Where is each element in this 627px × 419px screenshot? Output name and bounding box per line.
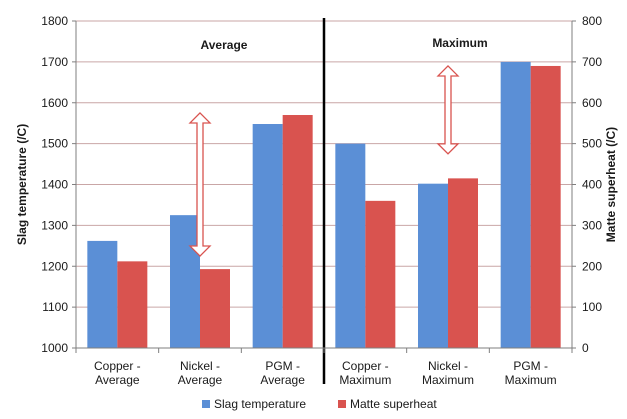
y-tick-label-right: 600 bbox=[582, 96, 602, 110]
y-tick-label-left: 1700 bbox=[41, 55, 68, 69]
bar-slag-temperature bbox=[87, 240, 118, 348]
y-tick-label-left: 1100 bbox=[42, 300, 68, 314]
bar-matte-superheat bbox=[448, 178, 478, 348]
bar-slag-temperature bbox=[252, 124, 283, 348]
bars bbox=[87, 61, 561, 349]
category-label: Maximum bbox=[339, 373, 391, 387]
bar-slag-temperature bbox=[335, 143, 366, 348]
y-tick-label-left: 1000 bbox=[41, 341, 68, 355]
y-tick-label-right: 400 bbox=[582, 178, 602, 192]
category-label: Nickel - bbox=[428, 359, 468, 373]
y-tick-label-right: 800 bbox=[582, 14, 602, 28]
category-label: Maximum bbox=[422, 373, 474, 387]
category-label: Nickel - bbox=[180, 359, 220, 373]
bar-matte-superheat bbox=[117, 261, 148, 348]
category-label: Average bbox=[260, 373, 305, 387]
legend: Slag temperature Matte superheat bbox=[202, 397, 437, 411]
panel-title-average: Average bbox=[201, 38, 248, 52]
bar-matte-superheat bbox=[365, 200, 396, 348]
y-axis-title-right: Matte superheat (/C) bbox=[604, 127, 618, 242]
double-arrow-1 bbox=[188, 112, 212, 257]
y-tick-label-left: 1600 bbox=[41, 96, 68, 110]
category-label: PGM - bbox=[265, 359, 300, 373]
y-tick-label-right: 0 bbox=[582, 341, 589, 355]
legend-swatch bbox=[338, 400, 346, 408]
bar-matte-superheat bbox=[282, 115, 313, 348]
y-tick-label-left: 1800 bbox=[41, 14, 68, 28]
y-axis-title-left: Slag temperature (/C) bbox=[15, 124, 29, 245]
annotation-arrows bbox=[188, 65, 460, 257]
bar-slag-temperature bbox=[500, 61, 531, 348]
y-tick-label-right: 200 bbox=[582, 259, 602, 273]
bar-slag-temperature bbox=[170, 215, 200, 348]
y-tick-label-right: 700 bbox=[582, 55, 602, 69]
category-label: Maximum bbox=[505, 373, 557, 387]
category-label: Copper - bbox=[94, 359, 141, 373]
y-tick-label-right: 300 bbox=[582, 218, 602, 232]
category-label: PGM - bbox=[513, 359, 548, 373]
bar-slag-temperature bbox=[418, 183, 448, 348]
y-tick-label-left: 1200 bbox=[41, 259, 68, 273]
labels: 1000 1100 1200 1300 1400 1500 1600 1700 1800 0 100… bbox=[15, 14, 618, 387]
bar-matte-superheat bbox=[530, 65, 561, 349]
double-arrow-2 bbox=[436, 65, 460, 155]
panel-title-maximum: Maximum bbox=[432, 36, 487, 50]
legend-label: Slag temperature bbox=[214, 397, 306, 411]
legend-swatch bbox=[202, 400, 210, 408]
y-tick-label-left: 1400 bbox=[41, 178, 68, 192]
double-arrow-shape bbox=[436, 65, 460, 155]
axes bbox=[72, 20, 576, 353]
category-label: Average bbox=[178, 373, 223, 387]
y-tick-label-right: 500 bbox=[582, 137, 602, 151]
legend-label: Matte superheat bbox=[350, 397, 437, 411]
y-tick-label-left: 1500 bbox=[41, 137, 68, 151]
category-label: Average bbox=[95, 373, 140, 387]
bar-matte-superheat bbox=[200, 269, 230, 348]
y-tick-label-left: 1300 bbox=[41, 218, 68, 232]
y-tick-label-right: 100 bbox=[582, 300, 602, 314]
double-arrow-shape bbox=[188, 112, 212, 257]
category-label: Copper - bbox=[342, 359, 389, 373]
